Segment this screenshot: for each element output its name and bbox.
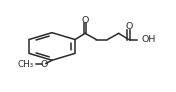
Text: O: O (41, 60, 48, 69)
Text: O: O (81, 16, 89, 25)
Text: CH₃: CH₃ (18, 60, 34, 69)
Text: OH: OH (141, 35, 156, 44)
Text: O: O (125, 22, 132, 31)
